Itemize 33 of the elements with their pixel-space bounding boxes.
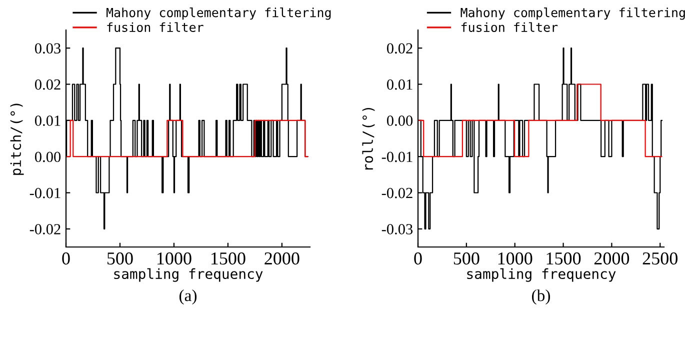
x-tick-label: 500	[454, 252, 480, 265]
y-tick-label: 0.01	[386, 79, 412, 90]
x-axis-title: sampling frequency	[114, 268, 263, 282]
x-tick-label: 2000	[594, 252, 630, 265]
y-axis-title: roll/(°)	[362, 108, 375, 170]
x-tick-label: 1500	[211, 252, 246, 265]
legend-label: fusion filter	[107, 22, 204, 32]
y-tick-label: -0.01	[382, 152, 412, 162]
x-tick-label: 2500	[642, 252, 678, 265]
x-tick-label: 1000	[157, 252, 192, 265]
y-tick-label: -0.02	[30, 224, 60, 234]
x-tick-label: 2000	[264, 252, 300, 265]
x-tick-label: 1500	[546, 252, 581, 265]
y-tick-label: -0.01	[30, 188, 60, 198]
y-tick-label: 0.02	[386, 43, 412, 54]
x-tick-label: 1000	[498, 252, 532, 265]
legend-label: fusion filter	[461, 22, 558, 32]
text: (a)	[179, 289, 197, 305]
legend-label: Mahony complementary filtering	[106, 8, 331, 20]
y-tick-label: 0.00	[34, 152, 61, 162]
x-axis-title: sampling frequency	[467, 268, 616, 282]
text: (b)	[532, 289, 550, 305]
y-tick-label: 0.00	[386, 116, 413, 126]
x-tick-label: 0	[414, 252, 422, 265]
legend-label: Mahony complementary filtering	[460, 8, 685, 20]
x-tick-label: 500	[107, 252, 133, 265]
y-tick-label: -0.02	[382, 188, 412, 198]
y-tick-label: -0.03	[382, 224, 413, 234]
y-axis-title: pitch/(°)	[10, 104, 24, 175]
y-tick-label: 0.01	[34, 116, 60, 126]
y-tick-label: 0.02	[34, 79, 60, 90]
x-tick-label: 0	[62, 252, 70, 265]
y-tick-label: 0.03	[34, 43, 61, 54]
